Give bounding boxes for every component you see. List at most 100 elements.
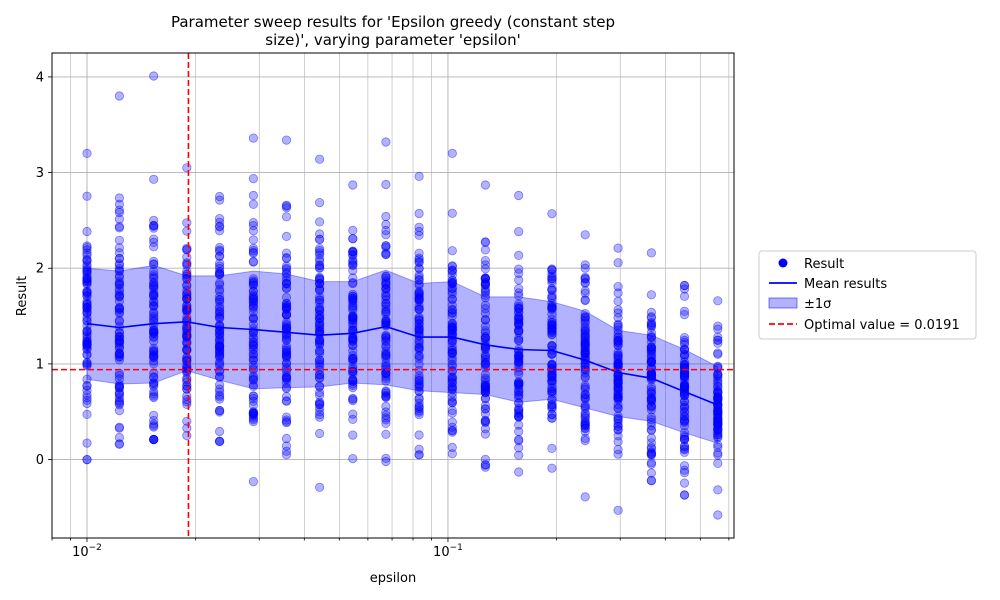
result-point (82, 273, 92, 283)
result-point (447, 342, 457, 352)
result-point (414, 326, 424, 336)
result-point (547, 314, 557, 324)
result-point (114, 389, 125, 399)
result-point (314, 373, 325, 383)
result-point (82, 398, 92, 409)
legend-result-label: Result (804, 257, 844, 272)
result-point (248, 294, 258, 304)
result-point (547, 388, 557, 399)
result-point (447, 427, 457, 437)
result-point (547, 394, 557, 404)
result-point (381, 179, 391, 190)
result-point (646, 417, 657, 428)
result-point (114, 328, 125, 338)
result-point (646, 401, 657, 411)
result-point (82, 262, 92, 272)
result-point (149, 266, 159, 277)
result-point (248, 391, 258, 401)
result-point (348, 247, 358, 257)
result-point (149, 327, 159, 337)
result-point (381, 279, 391, 289)
result-point (215, 294, 225, 304)
result-point (314, 320, 325, 330)
result-point (646, 389, 657, 399)
result-point (314, 292, 325, 302)
result-point (613, 411, 623, 421)
result-point (447, 325, 457, 335)
result-point (414, 301, 424, 311)
result-point (114, 336, 125, 346)
result-point (447, 349, 457, 359)
result-point (149, 328, 159, 339)
result-point (114, 222, 125, 232)
result-point (248, 411, 258, 421)
result-point (480, 358, 490, 368)
result-point (580, 332, 590, 342)
result-point (348, 382, 358, 393)
result-point (547, 301, 557, 311)
result-point (447, 384, 457, 394)
result-point (281, 268, 292, 278)
result-point (414, 315, 424, 326)
result-point (82, 359, 92, 370)
result-point (281, 350, 292, 360)
result-point (480, 333, 490, 343)
result-point (381, 337, 391, 347)
result-point (149, 352, 159, 363)
result-point (480, 279, 490, 290)
result-point (248, 373, 258, 383)
result-point (281, 283, 292, 293)
result-point (281, 417, 292, 427)
result-point (514, 398, 524, 408)
result-point (348, 260, 358, 270)
result-point (613, 400, 623, 410)
result-point (348, 255, 358, 265)
result-point (281, 200, 292, 210)
result-point (114, 422, 125, 432)
result-point (82, 334, 92, 344)
result-point (580, 382, 590, 393)
result-point (679, 357, 690, 367)
result-point (514, 426, 524, 437)
result-point (514, 250, 524, 260)
result-point (281, 378, 292, 388)
result-point (414, 286, 424, 297)
result-point (281, 391, 292, 402)
result-point (215, 258, 225, 268)
result-point (348, 334, 358, 344)
result-point (613, 389, 623, 400)
result-point (381, 341, 391, 351)
result-point (381, 353, 391, 363)
result-point (414, 295, 424, 305)
result-point (281, 417, 292, 428)
result-point (381, 456, 391, 467)
result-point (613, 419, 623, 429)
result-point (646, 346, 657, 356)
result-point (646, 368, 657, 378)
result-point (514, 291, 524, 301)
result-point (580, 337, 590, 347)
result-point (613, 340, 623, 351)
result-point (149, 290, 159, 301)
result-point (514, 307, 524, 318)
result-point (514, 351, 524, 361)
result-point (414, 375, 424, 385)
result-point (314, 412, 325, 422)
result-point (82, 148, 92, 158)
result-point (314, 250, 325, 260)
result-point (547, 364, 557, 374)
result-point (82, 357, 92, 368)
result-point (114, 277, 125, 287)
result-point (547, 402, 557, 412)
result-point (414, 345, 424, 355)
result-point (613, 361, 623, 371)
result-point (314, 370, 325, 380)
result-point (547, 368, 557, 378)
result-point (547, 376, 557, 386)
result-point (248, 218, 258, 228)
legend: Result Mean results ±1σ Optimal value = … (758, 250, 977, 340)
result-point (82, 325, 92, 336)
result-point (248, 349, 258, 359)
result-point (414, 351, 424, 361)
y-tick-label: 1 (36, 357, 44, 372)
